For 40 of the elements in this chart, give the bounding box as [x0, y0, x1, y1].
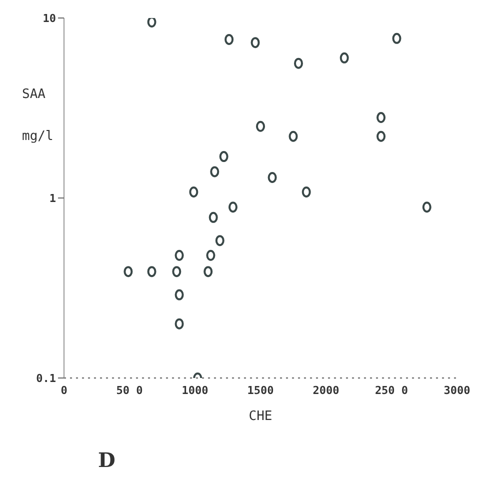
point	[376, 112, 386, 124]
point	[174, 289, 184, 300]
point	[124, 266, 133, 278]
x-tick-label: 2000	[312, 384, 340, 397]
point	[268, 172, 277, 183]
point	[172, 266, 182, 278]
x-tick-label: 250 0	[374, 384, 408, 397]
point	[340, 52, 349, 64]
text: D	[98, 448, 116, 472]
point	[302, 186, 311, 198]
x-tick-label: 3000	[444, 384, 470, 397]
point	[208, 212, 218, 223]
point	[174, 250, 184, 261]
y-tick-label: 0.1	[36, 372, 56, 385]
point	[376, 130, 386, 142]
point	[206, 250, 216, 261]
point	[422, 202, 432, 213]
x-tick-label: 0	[60, 384, 68, 397]
point	[210, 166, 220, 178]
point	[224, 34, 234, 45]
text: SAA mg/l	[22, 87, 54, 144]
point	[219, 151, 228, 162]
point	[250, 37, 260, 48]
y-tick-label: 10	[42, 12, 56, 25]
y-tick-label: 1	[49, 192, 56, 205]
x-tick-label: 50 0	[116, 384, 143, 397]
point	[392, 32, 402, 44]
point	[288, 130, 298, 142]
point	[215, 235, 224, 246]
x-axis-title: CHE	[248, 409, 272, 424]
point	[147, 266, 156, 278]
x-tick-label: 1500	[247, 384, 274, 397]
point	[294, 58, 303, 69]
point	[174, 318, 184, 330]
point	[256, 120, 265, 132]
x-tick-label: 1000	[182, 384, 208, 397]
point	[147, 18, 156, 28]
point	[204, 266, 213, 278]
point	[228, 202, 238, 213]
point	[189, 186, 198, 198]
